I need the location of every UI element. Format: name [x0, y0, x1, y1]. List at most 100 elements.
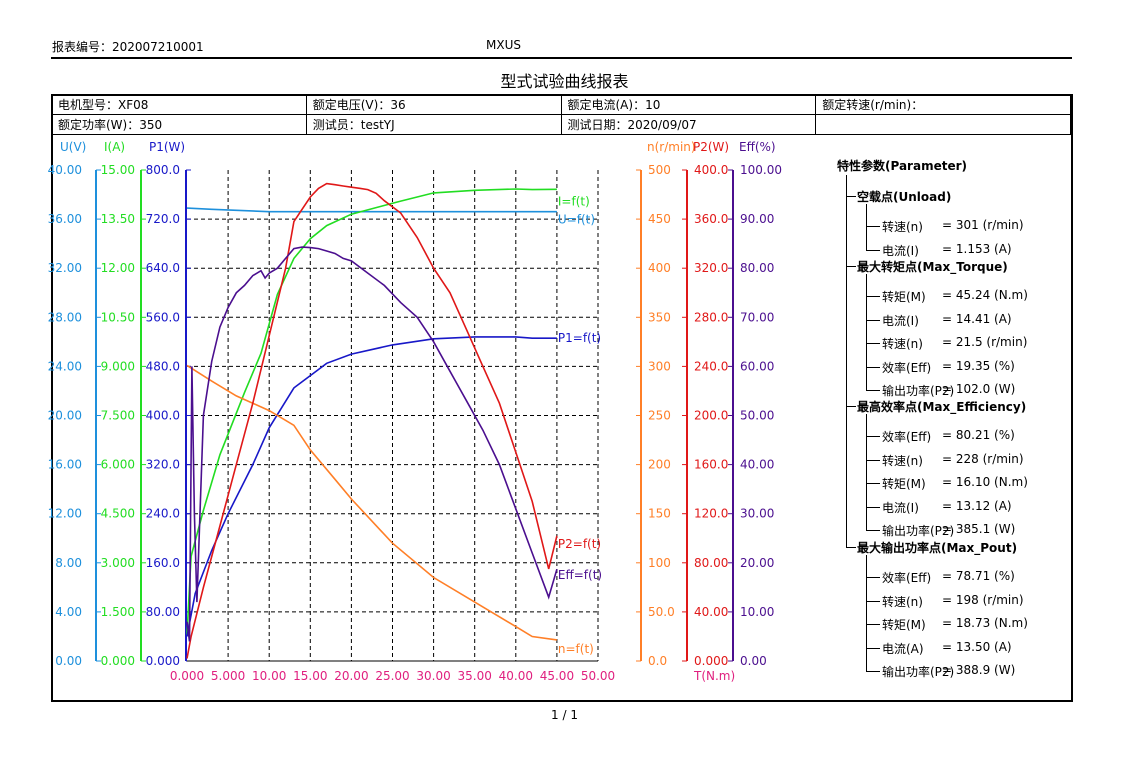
i-tick-label: 0.000: [101, 654, 135, 668]
parameter-item-branch: [866, 366, 880, 368]
parameter-item-branch: [866, 577, 880, 578]
x-tick-label: 25.00: [375, 669, 409, 683]
parameter-tree-branch: [846, 266, 856, 267]
p1-tick-label: 240.0: [146, 507, 180, 521]
parameter-item-label: 效率(Eff): [882, 360, 932, 375]
page-title: 型式试验曲线报表: [500, 72, 629, 91]
parameter-item-label: 转矩(M): [882, 290, 926, 304]
p1-tick-label: 720.0: [146, 212, 180, 226]
eff-series-label: Eff=f(t): [558, 568, 602, 582]
x-tick-label: 0.000: [170, 669, 204, 683]
parameter-item-label: 转矩(M): [882, 618, 926, 632]
n-tick-label: 0.0: [648, 654, 667, 668]
eff-tick-label: 70.00: [740, 310, 774, 324]
p1-series-label: P1=f(t): [558, 331, 601, 345]
parameter-item-value: = 13.12 (A): [942, 498, 1012, 513]
p2-tick-label: 320.0: [694, 261, 728, 275]
p1-tick-label: 560.0: [146, 310, 180, 324]
parameter-group-title: 最大转矩点(Max_Torque): [857, 260, 1008, 274]
p2-tick-label: 360.0: [694, 212, 728, 226]
p2-tick-label: 160.0: [694, 458, 728, 472]
p2-series-line: [186, 182, 558, 659]
parameter-tree-trunk: [846, 175, 847, 547]
eff-series-line: [186, 246, 558, 642]
n-tick-label: 50.0: [648, 605, 675, 619]
parameter-item-branch: [866, 319, 880, 321]
x-tick-label: 50.00: [581, 669, 615, 683]
u-tick-label: 28.00: [48, 310, 82, 324]
empty-cell: [815, 114, 1071, 135]
u-tick-label: 40.00: [48, 163, 82, 177]
parameter-item-branch: [866, 671, 880, 672]
n-tick-label: 400: [648, 261, 671, 275]
parameter-item-label: 电流(A): [882, 641, 924, 656]
parameter-group-title: 空载点(Unload): [857, 190, 952, 204]
parameter-item-label: 电流(I): [882, 244, 919, 258]
eff-tick-label: 40.00: [740, 458, 774, 472]
parameter-item-value: = 388.9 (W): [942, 663, 1016, 677]
i-series-line: [186, 188, 557, 635]
u-tick-label: 0.00: [55, 654, 82, 668]
eff-tick-label: 90.00: [740, 212, 774, 226]
parameter-item-label: 转速(n): [882, 337, 923, 351]
p2-tick-label: 80.00: [694, 556, 728, 570]
n-tick-label: 350: [648, 310, 671, 324]
i-tick-label: 13.50: [101, 212, 135, 226]
parameter-item-value: = 301 (r/min): [942, 218, 1024, 232]
parameter-item-label: 效率(Eff): [882, 571, 932, 585]
parameter-tree-branch: [846, 196, 856, 197]
parameter-item-branch: [866, 647, 880, 649]
parameter-item-branch: [866, 343, 880, 344]
eff-tick-label: 80.00: [740, 261, 774, 275]
parameter-item-label: 输出功率(P2): [882, 524, 955, 538]
x-tick-label: 10.00: [252, 669, 286, 683]
parameter-item-branch: [866, 226, 880, 227]
p2-tick-label: 120.0: [694, 507, 728, 521]
eff-tick-label: 30.00: [740, 507, 774, 521]
i-tick-label: 9.000: [101, 359, 135, 373]
i-tick-label: 7.500: [101, 409, 135, 423]
n-tick-label: 500: [648, 163, 671, 177]
rated-current: 额定电流(A)：10: [560, 94, 817, 115]
parameter-group-tree: [866, 414, 867, 530]
parameter-item-value: = 19.35 (%): [942, 358, 1015, 373]
parameter-item-value: = 18.73 (N.m): [942, 616, 1028, 630]
parameter-tree-branch: [846, 547, 856, 548]
parameter-tree-branch: [846, 406, 856, 407]
i-tick-label: 1.500: [101, 605, 135, 619]
p2-axis-label: P2(W): [693, 140, 729, 154]
u-axis-label: U(V): [60, 140, 86, 154]
parameter-item-label: 转矩(M): [882, 477, 926, 491]
u-tick-label: 4.00: [55, 605, 82, 619]
parameter-item-branch: [866, 600, 880, 602]
parameter-group-tree: [866, 555, 867, 671]
p2-series-label: P2=f(t): [558, 537, 601, 551]
eff-tick-label: 10.00: [740, 605, 774, 619]
p1-tick-label: 400.0: [146, 409, 180, 423]
p1-axis-label: P1(W): [149, 140, 185, 154]
parameter-item-label: 电流(I): [882, 500, 919, 515]
p1-tick-label: 640.0: [146, 261, 180, 275]
parameter-item-value: = 102.0 (W): [942, 382, 1016, 396]
p1-tick-label: 160.0: [146, 556, 180, 570]
n-tick-label: 250: [648, 409, 671, 423]
parameter-item-value: = 21.5 (r/min): [942, 335, 1028, 349]
u-tick-label: 16.00: [48, 458, 82, 472]
eff-axis-label: Eff(%): [739, 140, 776, 154]
parameter-item-value: = 78.71 (%): [942, 569, 1015, 583]
parameter-item-label: 输出功率(P2): [882, 384, 955, 398]
parameter-group-title: 最高效率点(Max_Efficiency): [857, 400, 1027, 414]
x-tick-label: 30.00: [416, 669, 450, 683]
n-tick-label: 150: [648, 507, 671, 521]
p1-tick-label: 800.0: [146, 163, 180, 177]
n-tick-label: 300: [648, 359, 671, 373]
parameter-item-value: = 16.10 (N.m): [942, 475, 1028, 489]
parameter-item-label: 效率(Eff): [882, 430, 932, 444]
parameter-item-value: = 13.50 (A): [942, 639, 1012, 654]
parameter-group-tree: [866, 204, 867, 250]
parameter-group-tree: [866, 274, 867, 390]
eff-tick-label: 0.00: [740, 654, 767, 668]
x-tick-label: 5.000: [211, 669, 245, 683]
i-tick-label: 15.00: [101, 163, 135, 177]
p1-tick-label: 480.0: [146, 359, 180, 373]
